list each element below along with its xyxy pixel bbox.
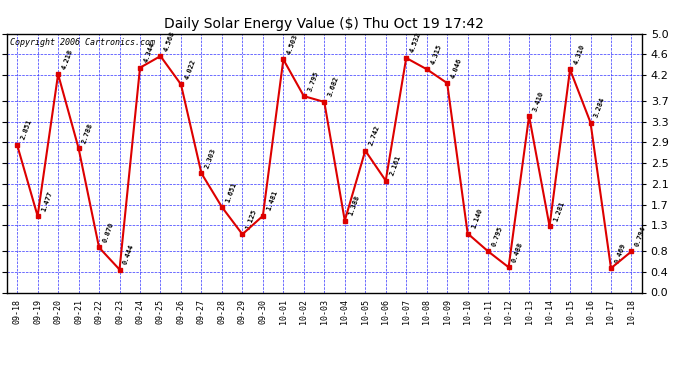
Text: Copyright 2006 Cartronics.com: Copyright 2006 Cartronics.com	[10, 38, 155, 46]
Text: 0.444: 0.444	[122, 243, 135, 266]
Text: 3.410: 3.410	[532, 90, 545, 112]
Text: 0.794: 0.794	[634, 225, 647, 247]
Text: 1.125: 1.125	[245, 208, 258, 230]
Text: 1.477: 1.477	[41, 190, 53, 212]
Text: 1.281: 1.281	[552, 200, 565, 222]
Text: 0.795: 0.795	[491, 225, 504, 247]
Text: 2.742: 2.742	[368, 124, 381, 146]
Text: 4.532: 4.532	[409, 32, 422, 54]
Title: Daily Solar Energy Value ($) Thu Oct 19 17:42: Daily Solar Energy Value ($) Thu Oct 19 …	[164, 17, 484, 31]
Text: 1.481: 1.481	[266, 190, 279, 212]
Text: 4.022: 4.022	[184, 58, 197, 80]
Text: 4.503: 4.503	[286, 33, 299, 55]
Text: 2.851: 2.851	[20, 119, 33, 141]
Text: 4.568: 4.568	[164, 30, 176, 52]
Text: 1.140: 1.140	[471, 207, 483, 230]
Text: 2.303: 2.303	[204, 147, 217, 169]
Text: 4.344: 4.344	[143, 42, 156, 63]
Text: 4.315: 4.315	[429, 43, 442, 65]
Text: 2.161: 2.161	[388, 154, 402, 177]
Text: 0.488: 0.488	[511, 241, 524, 263]
Text: 0.469: 0.469	[614, 242, 627, 264]
Text: 4.310: 4.310	[573, 43, 586, 65]
Text: 4.218: 4.218	[61, 48, 74, 70]
Text: 3.795: 3.795	[306, 70, 319, 92]
Text: 4.046: 4.046	[450, 57, 463, 79]
Text: 1.388: 1.388	[348, 195, 360, 216]
Text: 0.870: 0.870	[102, 221, 115, 243]
Text: 3.682: 3.682	[327, 76, 340, 98]
Text: 1.651: 1.651	[225, 181, 237, 203]
Text: 2.788: 2.788	[81, 122, 95, 144]
Text: 3.284: 3.284	[593, 96, 607, 118]
